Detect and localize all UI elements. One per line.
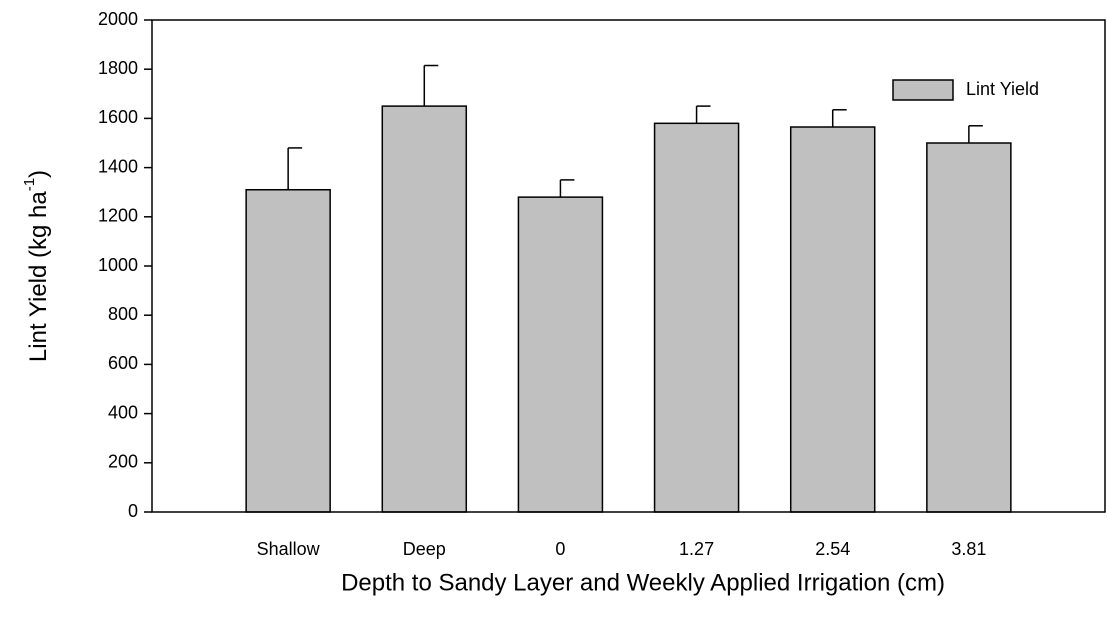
y-tick-label: 2000 <box>98 9 138 29</box>
x-tick-label: Shallow <box>257 539 321 559</box>
plot-frame <box>151 19 1106 513</box>
y-tick-label: 200 <box>108 452 138 472</box>
bar <box>789 126 876 513</box>
x-tick-label: 3.81 <box>951 539 986 559</box>
x-tick-label: 2.54 <box>815 539 850 559</box>
bar <box>381 105 468 513</box>
y-tick-label: 800 <box>108 304 138 324</box>
bar <box>926 142 1012 513</box>
y-label-superscript: -1 <box>21 178 38 191</box>
y-label-end: ) <box>25 170 52 178</box>
y-tick-label: 1600 <box>98 107 138 127</box>
y-tick-label: 400 <box>108 402 138 422</box>
x-tick-label: 0 <box>555 539 565 559</box>
y-tick-label: 1000 <box>98 255 138 275</box>
y-tick-label: 600 <box>108 353 138 373</box>
legend-swatch <box>892 79 954 101</box>
y-tick-label: 0 <box>128 501 138 521</box>
y-axis-label: Lint Yield (kg ha-1) <box>21 170 52 362</box>
x-tick-label: 1.27 <box>679 539 714 559</box>
bar <box>517 196 604 513</box>
x-axis-label: Depth to Sandy Layer and Weekly Applied … <box>341 569 945 596</box>
legend-label: Lint Yield <box>966 79 1039 99</box>
y-tick-label: 1400 <box>98 156 138 176</box>
y-label-text: Lint Yield (kg ha <box>25 191 52 362</box>
y-tick-label: 1800 <box>98 58 138 78</box>
bar <box>653 122 740 513</box>
bar <box>245 188 331 513</box>
y-tick-label: 1200 <box>98 206 138 226</box>
x-tick-label: Deep <box>403 539 446 559</box>
